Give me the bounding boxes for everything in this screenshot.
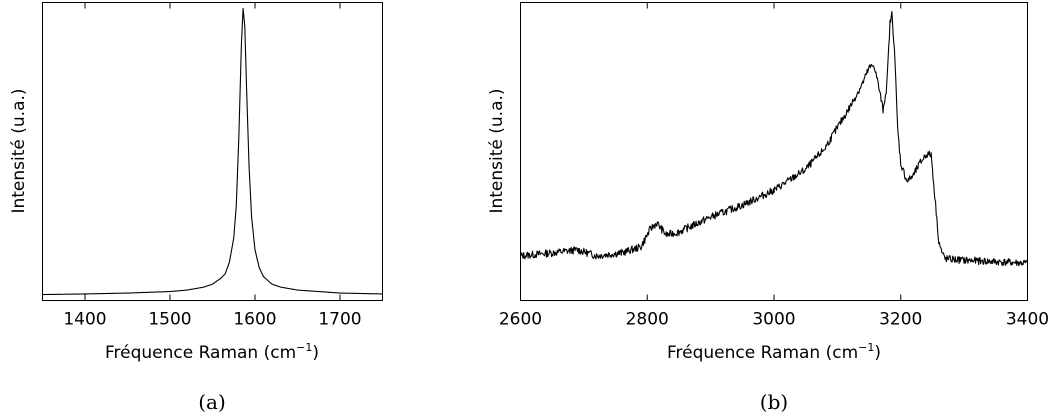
spectrum-line-b bbox=[520, 11, 1028, 267]
plot-frame-a bbox=[42, 2, 383, 301]
y-axis-label-a: Intensité (u.a.) bbox=[9, 88, 29, 213]
x-tick-label-b: 2600 bbox=[499, 310, 542, 330]
x-tick-label-b: 3000 bbox=[752, 310, 795, 330]
x-tick-label-a: 1700 bbox=[318, 310, 361, 330]
x-ticks-a: 1400 1500 1600 1700 bbox=[63, 2, 362, 330]
x-ticks-b: 2600 2800 3000 3200 3400 bbox=[499, 2, 1049, 330]
x-tick-label-a: 1500 bbox=[148, 310, 191, 330]
y-axis-label-b: Intensité (u.a.) bbox=[487, 88, 507, 213]
spectrum-line-a bbox=[42, 7, 383, 296]
x-axis-label-b: Fréquence Raman (cm−1) bbox=[667, 341, 881, 363]
x-axis-label-a: Fréquence Raman (cm−1) bbox=[105, 341, 319, 363]
chart-panel-a: 1400 1500 1600 1700 Fréquence Raman (cm−1) … bbox=[9, 2, 383, 414]
x-tick-label-b: 3200 bbox=[879, 310, 922, 330]
x-tick-label-a: 1400 bbox=[63, 310, 106, 330]
x-tick-label-b: 2800 bbox=[626, 310, 669, 330]
caption-b: (b) bbox=[760, 390, 788, 414]
x-tick-label-a: 1600 bbox=[233, 310, 276, 330]
chart-panel-b: 2600 2800 3000 3200 3400 Fréquence Raman (cm… bbox=[487, 2, 1049, 414]
x-tick-label-b: 3400 bbox=[1006, 310, 1049, 330]
caption-a: (a) bbox=[198, 390, 226, 414]
